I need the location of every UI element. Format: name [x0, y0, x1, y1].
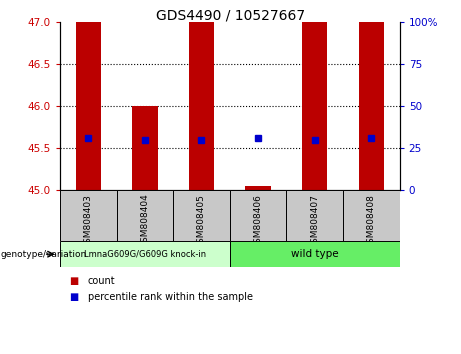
Bar — [286, 190, 343, 241]
Bar — [245, 186, 271, 190]
Text: ■: ■ — [69, 292, 78, 302]
Bar — [189, 22, 214, 190]
Text: percentile rank within the sample: percentile rank within the sample — [88, 292, 253, 302]
Text: LmnaG609G/G609G knock-in: LmnaG609G/G609G knock-in — [84, 250, 206, 259]
Bar — [302, 22, 327, 190]
Text: GSM808403: GSM808403 — [84, 194, 93, 249]
Bar — [76, 22, 101, 190]
Text: GSM808406: GSM808406 — [254, 194, 263, 249]
Bar — [132, 106, 158, 190]
Bar — [359, 22, 384, 190]
Text: GSM808405: GSM808405 — [197, 194, 206, 249]
Text: ■: ■ — [69, 276, 78, 286]
Bar — [117, 190, 173, 241]
Bar — [343, 190, 400, 241]
Text: GSM808408: GSM808408 — [367, 194, 376, 249]
Text: genotype/variation: genotype/variation — [1, 250, 87, 259]
Bar — [230, 190, 286, 241]
Bar — [173, 190, 230, 241]
Text: GSM808407: GSM808407 — [310, 194, 319, 249]
Text: GDS4490 / 10527667: GDS4490 / 10527667 — [156, 9, 305, 23]
Bar — [60, 190, 117, 241]
Text: count: count — [88, 276, 115, 286]
Text: GSM808404: GSM808404 — [140, 194, 149, 249]
Bar — [230, 241, 400, 267]
Text: wild type: wild type — [291, 249, 338, 259]
Bar — [60, 241, 230, 267]
